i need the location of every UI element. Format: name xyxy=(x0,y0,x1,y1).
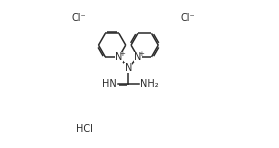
Text: Cl⁻: Cl⁻ xyxy=(181,13,196,23)
Text: HCl: HCl xyxy=(76,124,93,134)
Text: NH₂: NH₂ xyxy=(140,79,158,89)
Text: N: N xyxy=(115,52,122,62)
Text: +: + xyxy=(138,51,144,57)
Text: HN: HN xyxy=(102,79,117,89)
Text: Cl⁻: Cl⁻ xyxy=(71,13,86,23)
Text: N: N xyxy=(125,63,132,73)
Text: N: N xyxy=(134,52,141,62)
Text: +: + xyxy=(119,51,125,57)
